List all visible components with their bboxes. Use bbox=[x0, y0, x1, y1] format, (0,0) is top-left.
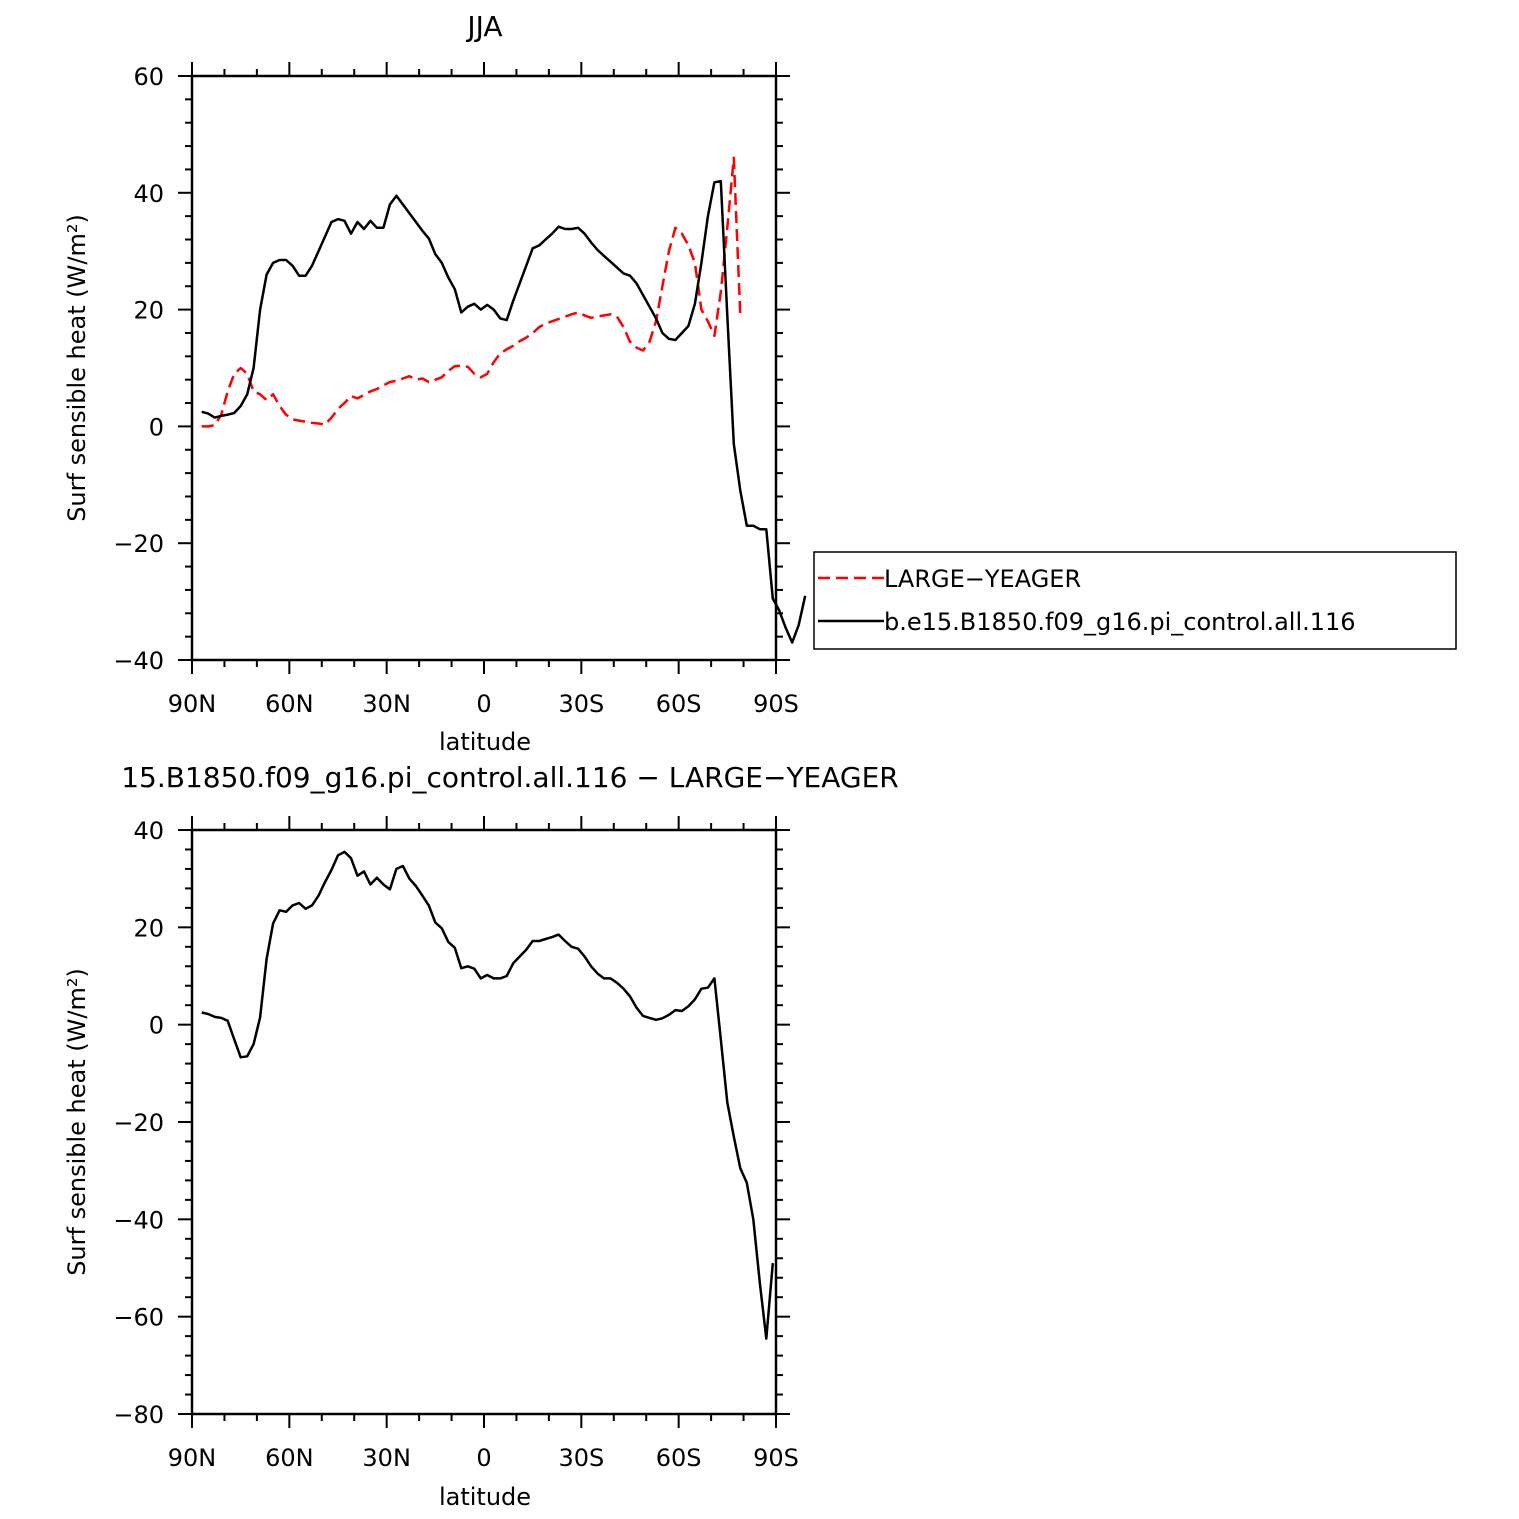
y-tick-label: −20 bbox=[113, 1109, 164, 1137]
x-axis-title: latitude bbox=[439, 1483, 531, 1511]
series-layer bbox=[201, 850, 775, 1340]
x-tick-label: 30N bbox=[362, 690, 411, 718]
x-tick-label: 90N bbox=[168, 690, 217, 718]
chart-title: 15.B1850.f09_g16.pi_control.all.116 − LA… bbox=[121, 761, 899, 794]
legend: LARGE−YEAGER b.e15.B1850.f09_g16.pi_cont… bbox=[813, 551, 1457, 650]
y-tick-label: −40 bbox=[113, 1206, 164, 1234]
series-layer bbox=[201, 156, 807, 644]
series-line-0 bbox=[201, 156, 742, 428]
legend-label-large-yeager: LARGE−YEAGER bbox=[884, 565, 1081, 593]
axis-ticks bbox=[178, 816, 790, 1428]
y-tick-label: 20 bbox=[133, 297, 164, 325]
legend-box bbox=[813, 551, 1457, 650]
y-tick-label: 40 bbox=[133, 180, 164, 208]
y-tick-label: 60 bbox=[133, 63, 164, 91]
x-tick-label: 60S bbox=[656, 690, 702, 718]
x-tick-label: 90N bbox=[168, 1444, 217, 1472]
y-tick-labels: −80 −60 −40 −20 0 20 40 bbox=[113, 817, 164, 1429]
x-tick-label: 30N bbox=[362, 1444, 411, 1472]
x-tick-label: 30S bbox=[558, 690, 604, 718]
plot-frame bbox=[190, 74, 778, 662]
y-tick-labels: −40 −20 0 20 40 60 bbox=[113, 63, 164, 675]
x-tick-label: 60N bbox=[265, 1444, 314, 1472]
plot-frame bbox=[190, 828, 778, 1416]
axis-ticks bbox=[178, 62, 790, 674]
x-tick-label: 90S bbox=[753, 690, 799, 718]
y-tick-label: −60 bbox=[113, 1304, 164, 1332]
x-tick-label: 30S bbox=[558, 1444, 604, 1472]
x-tick-labels: 90N 60N 30N 0 30S 60S 90S bbox=[168, 690, 799, 718]
y-tick-label: −80 bbox=[113, 1401, 164, 1429]
x-tick-labels: 90N 60N 30N 0 30S 60S 90S bbox=[168, 1444, 799, 1472]
series-line-1 bbox=[201, 179, 807, 644]
y-tick-label: 40 bbox=[133, 817, 164, 845]
y-axis-title: Surf sensible heat (W/m²) bbox=[63, 214, 91, 522]
series-line-0 bbox=[201, 850, 775, 1340]
top-line-chart: JJA −40 −20 0 20 40 60 90N 60N 30N 0 30S 60S 90S la… bbox=[63, 10, 1457, 756]
legend-label-control: b.e15.B1850.f09_g16.pi_control.all.116 bbox=[884, 608, 1356, 636]
x-tick-label: 90S bbox=[753, 1444, 799, 1472]
x-axis-title: latitude bbox=[439, 728, 531, 756]
x-tick-label: 0 bbox=[476, 1444, 491, 1472]
x-tick-label: 60S bbox=[656, 1444, 702, 1472]
y-axis-title: Surf sensible heat (W/m²) bbox=[63, 968, 91, 1276]
y-tick-label: 20 bbox=[133, 914, 164, 942]
chart-title: JJA bbox=[465, 10, 502, 43]
y-tick-label: −40 bbox=[113, 647, 164, 675]
x-tick-label: 0 bbox=[476, 690, 491, 718]
y-tick-label: 0 bbox=[149, 1012, 164, 1040]
y-tick-label: 0 bbox=[149, 413, 164, 441]
y-tick-label: −20 bbox=[113, 530, 164, 558]
x-tick-label: 60N bbox=[265, 690, 314, 718]
bottom-line-chart: 15.B1850.f09_g16.pi_control.all.116 − LA… bbox=[63, 761, 899, 1511]
